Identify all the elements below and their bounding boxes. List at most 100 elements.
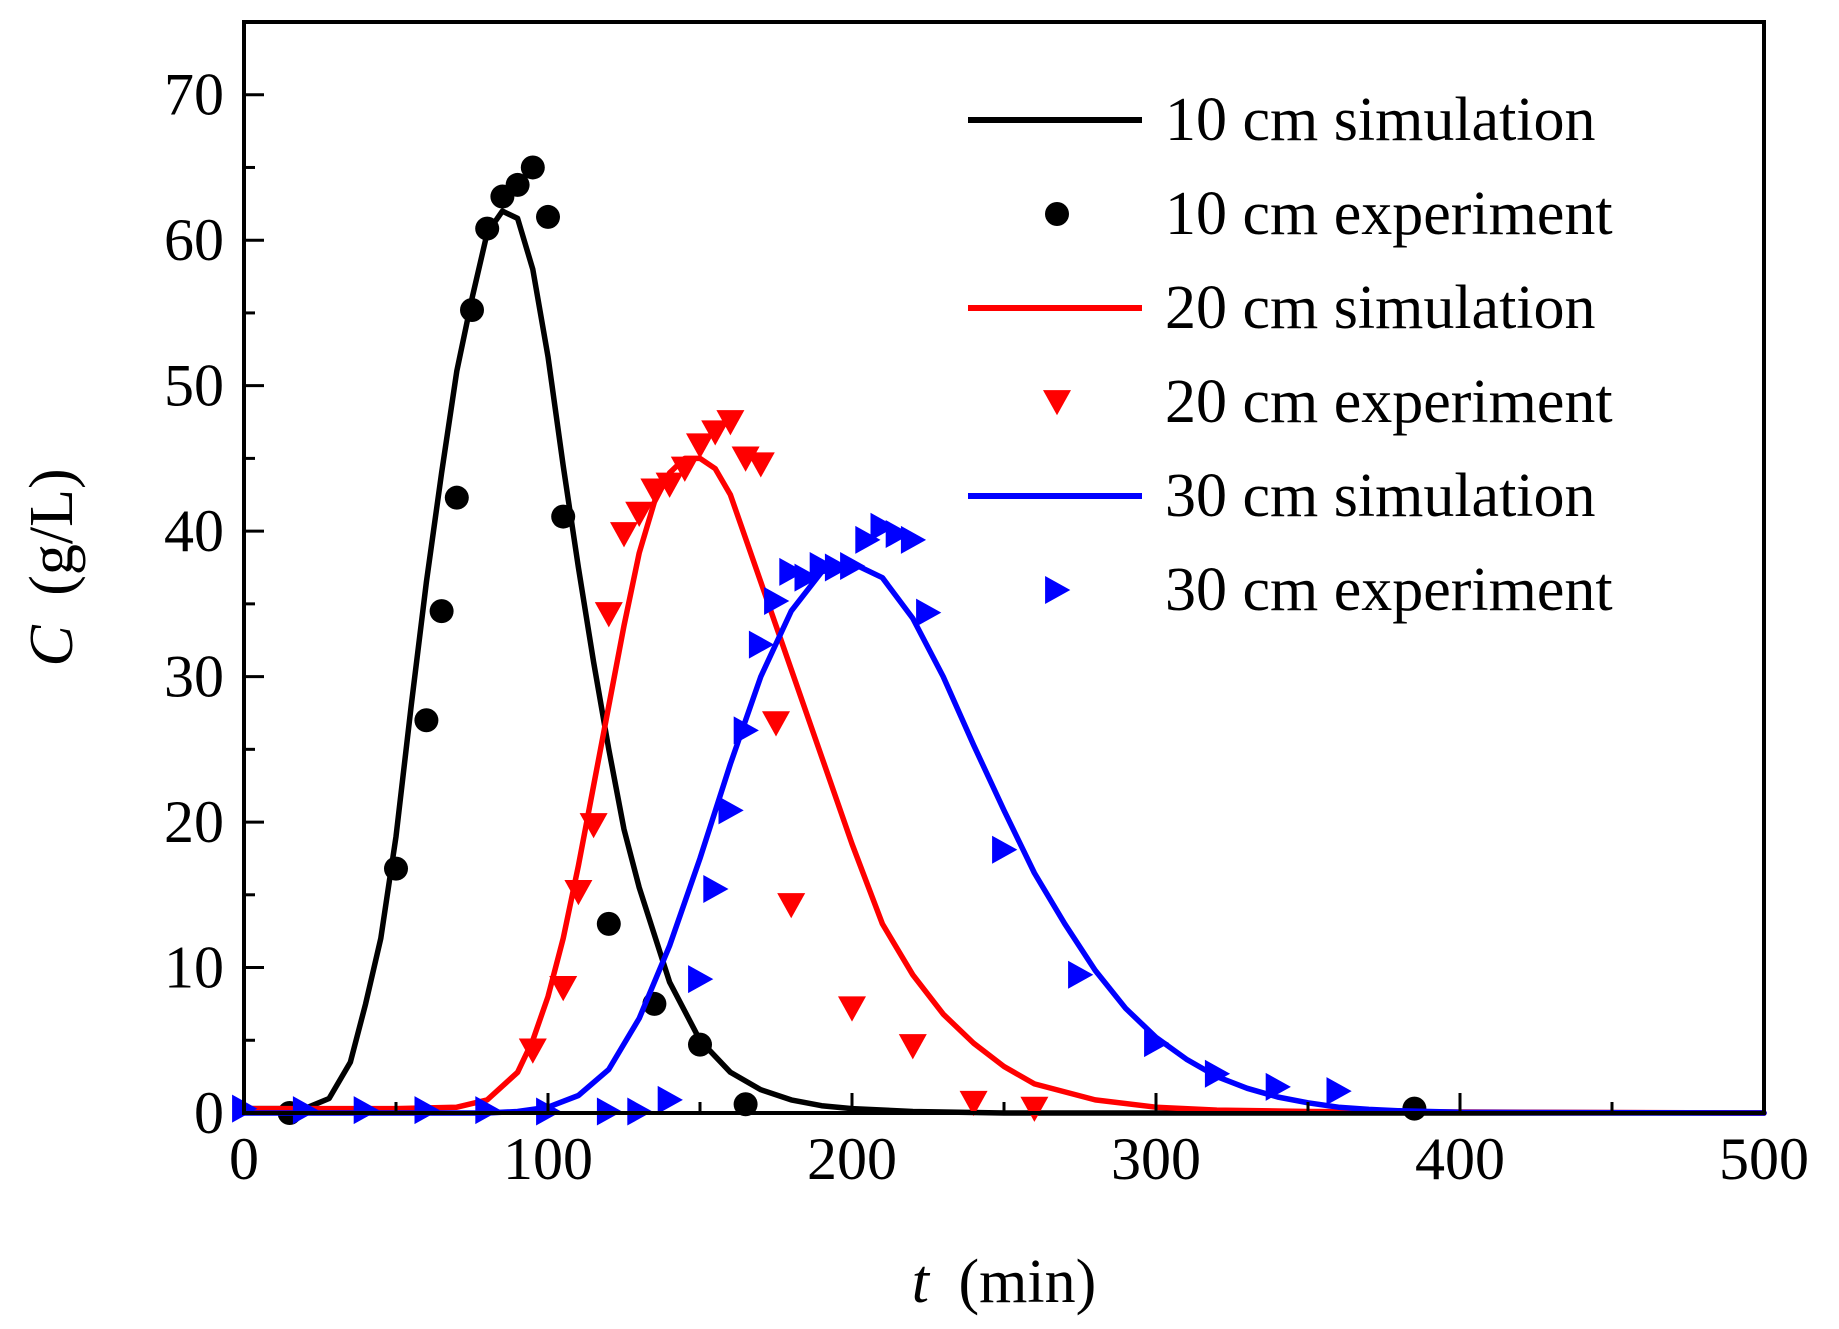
data-point <box>688 965 714 994</box>
data-point <box>551 504 576 529</box>
y-tick-label: 50 <box>164 353 224 419</box>
legend-label: 20 cm experiment <box>1165 368 1613 436</box>
series-line <box>241 455 1767 1116</box>
data-point <box>640 478 669 504</box>
y-tick-label: 70 <box>164 62 224 128</box>
y-tick-label: 0 <box>194 1080 224 1146</box>
data-point <box>840 552 866 581</box>
data-point <box>384 856 408 881</box>
y-axis-unit: (g/L) <box>18 468 86 595</box>
legend-item: 20 cm experiment <box>1043 368 1613 436</box>
data-point <box>549 975 578 1002</box>
series-20-cm-experiment <box>518 410 1049 1122</box>
data-point <box>429 599 454 624</box>
legend-item: 10 cm experiment <box>1045 180 1613 248</box>
legend-label: 10 cm simulation <box>1165 86 1596 154</box>
data-point <box>1068 960 1094 989</box>
data-point <box>292 1096 319 1125</box>
legend-item: 30 cm experiment <box>1045 556 1613 624</box>
series-layer <box>232 155 1767 1126</box>
series-10-cm-simulation <box>241 208 1767 1116</box>
data-point <box>992 835 1018 864</box>
data-point <box>746 452 775 478</box>
data-point <box>718 796 744 825</box>
data-point <box>353 1096 379 1125</box>
data-point <box>1204 1059 1231 1088</box>
data-point <box>916 598 942 627</box>
x-tick-label: 200 <box>807 1126 897 1192</box>
legend-label: 20 cm simulation <box>1165 274 1596 342</box>
data-point <box>520 155 545 180</box>
data-point <box>686 433 714 459</box>
data-point <box>764 586 790 615</box>
data-point <box>414 708 439 733</box>
data-point <box>762 711 790 737</box>
data-point <box>610 522 638 548</box>
data-point <box>1144 1029 1170 1058</box>
data-point <box>414 1096 440 1125</box>
legend: 10 cm simulation 10 cm experiment 20 cm si… <box>968 86 1613 624</box>
data-point <box>748 630 775 659</box>
data-point <box>657 1085 683 1114</box>
x-tick-label: 500 <box>1719 1126 1809 1192</box>
data-point <box>703 874 729 903</box>
plot-frame <box>242 20 1766 1115</box>
legend-label: 10 cm experiment <box>1165 180 1613 248</box>
data-point <box>564 879 593 906</box>
data-point <box>900 525 927 554</box>
y-tick-label: 30 <box>164 644 224 710</box>
series-20-cm-simulation <box>241 455 1767 1116</box>
data-point <box>505 172 530 197</box>
x-tick-label: 0 <box>229 1126 259 1192</box>
y-axis-variable: C <box>18 625 86 667</box>
data-point <box>596 911 621 936</box>
x-tick-label: 100 <box>503 1126 593 1192</box>
legend-item: 10 cm simulation <box>968 86 1596 154</box>
legend-label: 30 cm experiment <box>1165 556 1613 624</box>
data-point <box>824 553 851 582</box>
data-point <box>444 485 469 510</box>
data-point <box>475 1096 501 1125</box>
y-tick-label: 20 <box>164 789 224 855</box>
data-point <box>898 1034 927 1060</box>
data-point <box>838 996 866 1022</box>
data-point <box>518 1038 547 1064</box>
legend-label: 30 cm simulation <box>1165 462 1596 530</box>
data-point <box>579 813 608 839</box>
y-tick-label: 60 <box>164 207 224 273</box>
axes-layer: 0 100 200 300 400 500 0 10 20 30 40 50 60 70 <box>164 62 1809 1192</box>
x-tick-label: 400 <box>1415 1126 1505 1192</box>
data-point <box>1326 1077 1352 1106</box>
legend-swatch-marker <box>1045 202 1069 226</box>
data-point <box>655 472 684 498</box>
series-30-cm-simulation <box>241 560 1767 1116</box>
legend-swatch-marker <box>1043 390 1071 416</box>
x-axis-title: t (min) <box>912 1248 1096 1316</box>
y-tick-label: 40 <box>164 498 224 564</box>
data-point <box>855 525 881 554</box>
data-point <box>779 557 805 586</box>
data-point <box>670 456 699 482</box>
data-point <box>625 501 654 527</box>
data-point <box>716 410 745 436</box>
data-point <box>733 716 759 745</box>
data-point <box>701 420 730 446</box>
series-line <box>241 208 1767 1116</box>
data-point <box>594 602 623 628</box>
data-point <box>885 520 911 549</box>
data-point <box>794 563 820 592</box>
series-line <box>241 560 1767 1116</box>
y-tick-label: 10 <box>164 935 224 1001</box>
data-point <box>733 1092 758 1117</box>
legend-item: 30 cm simulation <box>968 462 1596 530</box>
legend-item: 20 cm simulation <box>968 274 1596 342</box>
data-point <box>1265 1072 1291 1101</box>
data-point <box>475 216 500 241</box>
data-point <box>460 298 484 323</box>
data-point <box>688 1032 712 1057</box>
x-tick-label: 300 <box>1111 1126 1201 1192</box>
legend-swatch-marker <box>1045 576 1071 604</box>
data-point <box>870 512 896 541</box>
data-point <box>536 204 560 229</box>
